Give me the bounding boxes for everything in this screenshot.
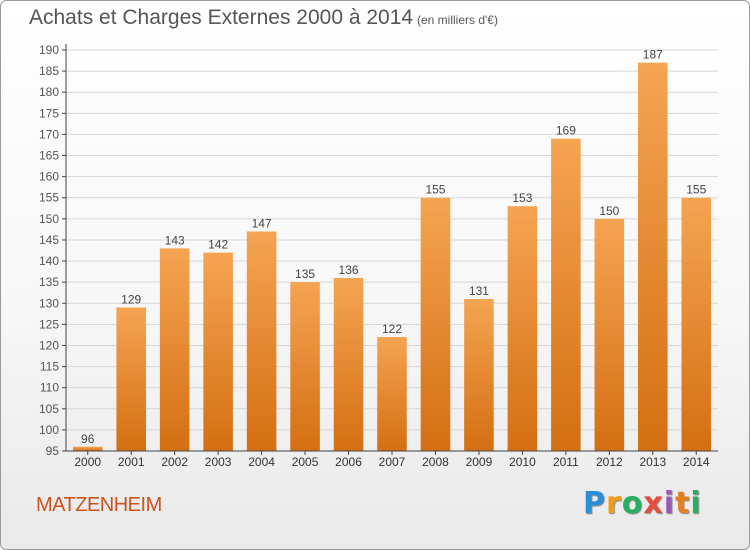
- brand-letter: t: [675, 486, 691, 521]
- bar: [72, 446, 103, 451]
- x-tick-label: 2007: [379, 455, 406, 469]
- y-tick-label: 135: [39, 275, 59, 289]
- y-tick-label: 170: [39, 127, 59, 141]
- data-label: 147: [252, 217, 272, 231]
- x-tick-label: 2006: [335, 455, 362, 469]
- data-label: 129: [121, 292, 141, 306]
- y-tick-label: 100: [39, 423, 59, 437]
- x-tick-label: 2009: [466, 455, 493, 469]
- bar: [464, 299, 494, 451]
- x-tick-label: 2003: [205, 455, 232, 469]
- x-tick-label: 2008: [422, 455, 449, 469]
- data-label: 122: [382, 322, 402, 336]
- y-tick-label: 180: [39, 85, 59, 99]
- bar: [203, 252, 233, 451]
- brand-letter: r: [606, 486, 622, 521]
- y-tick-label: 155: [39, 191, 59, 205]
- brand-letter: i: [690, 486, 702, 521]
- data-label: 135: [295, 267, 315, 281]
- y-tick-label: 105: [39, 402, 59, 416]
- chart-title: Achats et Charges Externes 2000 à 2014: [29, 6, 414, 29]
- y-tick-label: 145: [39, 233, 59, 247]
- bar: [290, 282, 320, 451]
- brand-letter: o: [621, 486, 644, 521]
- data-label: 155: [425, 183, 445, 197]
- x-tick-label: 2013: [639, 455, 666, 469]
- x-tick-label: 2004: [248, 455, 275, 469]
- x-tick-label: 2010: [509, 455, 536, 469]
- bar: [116, 307, 146, 451]
- data-label: 150: [599, 204, 619, 218]
- y-tick-label: 190: [39, 43, 59, 57]
- bar: [638, 62, 668, 452]
- data-label: 155: [686, 183, 706, 197]
- chart-subtitle: (en milliers d'€): [417, 13, 498, 27]
- x-tick-label: 2000: [74, 455, 101, 469]
- data-label: 143: [165, 233, 185, 247]
- bar: [507, 206, 538, 451]
- y-tick-label: 115: [40, 360, 59, 374]
- bar: [594, 218, 625, 451]
- y-tick-label: 140: [39, 254, 59, 268]
- bar: [159, 248, 190, 451]
- data-label: 131: [469, 284, 489, 298]
- data-label: 187: [643, 48, 663, 62]
- y-tick-label: 130: [39, 296, 59, 310]
- y-tick-label: 125: [39, 317, 59, 331]
- y-tick-label: 120: [39, 338, 59, 352]
- brand-letter: i: [663, 486, 676, 521]
- bar: [333, 277, 364, 451]
- data-label: 142: [208, 238, 228, 252]
- x-tick-label: 2012: [596, 455, 623, 469]
- bar: [377, 337, 407, 451]
- y-tick-label: 175: [39, 106, 59, 120]
- y-tick-label: 95: [46, 444, 60, 458]
- data-label: 169: [556, 124, 576, 138]
- commune-name: MATZENHEIM: [36, 494, 162, 516]
- data-label: 136: [339, 263, 359, 277]
- proxiti-logo[interactable]: Proxiti: [583, 486, 702, 521]
- data-label: 153: [512, 191, 532, 205]
- bar: [551, 138, 581, 452]
- x-tick-label: 2005: [292, 455, 319, 469]
- brand-letter: P: [583, 486, 606, 521]
- y-tick-label: 110: [40, 381, 59, 395]
- y-tick-label: 165: [39, 149, 59, 163]
- y-tick-label: 160: [39, 170, 59, 184]
- bar: [681, 197, 712, 451]
- x-tick-label: 2011: [553, 455, 579, 469]
- x-tick-label: 2002: [161, 455, 188, 469]
- bar: [246, 231, 277, 451]
- x-tick-label: 2014: [683, 455, 710, 469]
- brand-letter: x: [643, 486, 664, 521]
- axes: 95 100 105 110 115 120 125 130 135 140 145 150 155 16…: [39, 43, 718, 469]
- x-tick-label: 2001: [118, 455, 145, 469]
- bar: [420, 197, 451, 451]
- data-label: 96: [81, 432, 95, 446]
- y-tick-label: 150: [39, 212, 59, 226]
- bars: 96 129 143 142 147 135 136 122 155 131 153 169 150 18…: [72, 48, 712, 452]
- y-tick-label: 185: [39, 64, 59, 78]
